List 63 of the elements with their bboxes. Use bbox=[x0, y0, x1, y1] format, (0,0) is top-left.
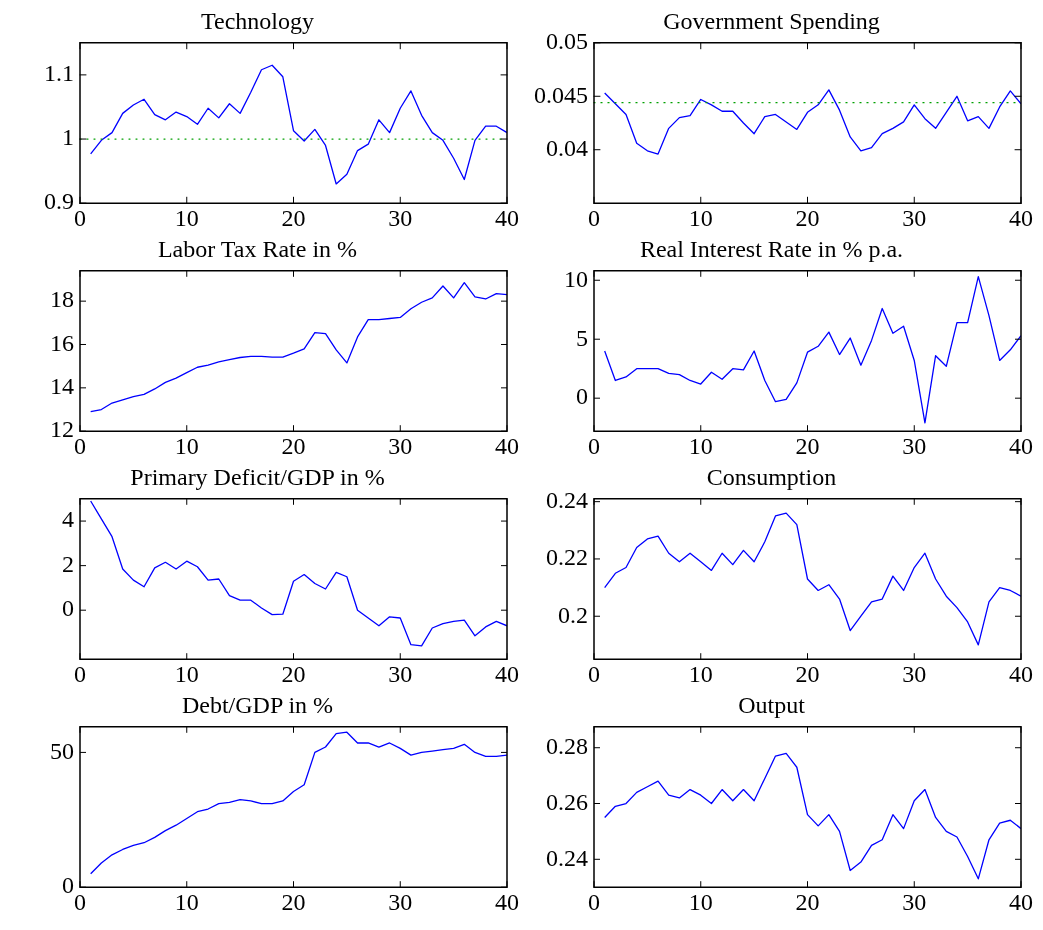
x-tick-label: 30 bbox=[902, 204, 927, 231]
chart-title: Government Spending bbox=[663, 7, 880, 34]
chart-title: Output bbox=[738, 691, 806, 718]
x-tick-label: 30 bbox=[388, 432, 413, 459]
x-tick-label: 20 bbox=[281, 888, 306, 915]
y-tick-label: 14 bbox=[50, 373, 74, 400]
y-tick-label: 50 bbox=[50, 737, 74, 764]
x-tick-label: 20 bbox=[795, 888, 820, 915]
y-tick-label: 1 bbox=[62, 124, 74, 151]
chart-title: Real Interest Rate in % p.a. bbox=[639, 235, 904, 262]
y-tick-label: 0.24 bbox=[546, 844, 588, 871]
x-tick-label: 10 bbox=[688, 204, 713, 231]
y-tick-label: 0.26 bbox=[546, 788, 588, 815]
x-tick-label: 20 bbox=[795, 660, 820, 687]
y-tick-label: 0.22 bbox=[546, 544, 588, 571]
x-tick-label: 40 bbox=[1009, 204, 1033, 231]
y-tick-label: 5 bbox=[576, 324, 588, 351]
x-tick-label: 10 bbox=[174, 660, 199, 687]
x-tick-label: 20 bbox=[281, 660, 306, 687]
x-tick-label: 10 bbox=[688, 660, 713, 687]
y-tick-label: 1.1 bbox=[44, 60, 74, 87]
y-tick-label: 0 bbox=[62, 595, 74, 622]
y-tick-label: 16 bbox=[50, 329, 74, 356]
y-tick-label: 18 bbox=[50, 286, 74, 313]
y-tick-label: 0.05 bbox=[546, 28, 588, 55]
chart-title: Technology bbox=[201, 7, 314, 34]
x-tick-label: 40 bbox=[495, 660, 519, 687]
x-tick-label: 20 bbox=[281, 432, 306, 459]
y-tick-label: 0.9 bbox=[44, 188, 74, 215]
x-tick-label: 40 bbox=[1009, 432, 1033, 459]
x-tick-label: 40 bbox=[495, 888, 519, 915]
y-tick-label: 2 bbox=[62, 550, 74, 577]
x-tick-label: 30 bbox=[388, 660, 413, 687]
y-tick-label: 0.24 bbox=[546, 486, 588, 513]
x-tick-label: 30 bbox=[902, 660, 927, 687]
x-tick-label: 10 bbox=[174, 204, 199, 231]
x-tick-label: 10 bbox=[174, 888, 199, 915]
x-tick-label: 10 bbox=[688, 888, 713, 915]
x-tick-label: 40 bbox=[1009, 888, 1033, 915]
x-tick-label: 40 bbox=[1009, 660, 1033, 687]
x-tick-label: 30 bbox=[388, 888, 413, 915]
y-tick-label: 10 bbox=[564, 265, 588, 292]
y-tick-label: 0.28 bbox=[546, 733, 588, 760]
x-tick-label: 20 bbox=[795, 432, 820, 459]
y-tick-label: 0.2 bbox=[558, 601, 588, 628]
y-tick-label: 12 bbox=[50, 416, 74, 443]
chart-title: Debt/GDP in % bbox=[181, 691, 334, 718]
chart-title: Consumption bbox=[706, 463, 837, 490]
x-tick-label: 30 bbox=[902, 888, 927, 915]
x-tick-label: 10 bbox=[688, 432, 713, 459]
x-tick-label: 20 bbox=[281, 204, 306, 231]
y-tick-label: 4 bbox=[62, 506, 74, 533]
x-tick-label: 30 bbox=[902, 432, 927, 459]
x-tick-label: 20 bbox=[795, 204, 820, 231]
chart-title: Primary Deficit/GDP in % bbox=[130, 463, 385, 490]
y-tick-label: 0.04 bbox=[546, 135, 588, 162]
x-tick-label: 40 bbox=[495, 204, 519, 231]
x-tick-label: 30 bbox=[388, 204, 413, 231]
x-tick-label: 10 bbox=[174, 432, 199, 459]
y-tick-label: 0.045 bbox=[534, 81, 588, 108]
y-tick-label: 0 bbox=[576, 383, 588, 410]
chart-title: Labor Tax Rate in % bbox=[157, 235, 358, 262]
x-tick-label: 40 bbox=[495, 432, 519, 459]
